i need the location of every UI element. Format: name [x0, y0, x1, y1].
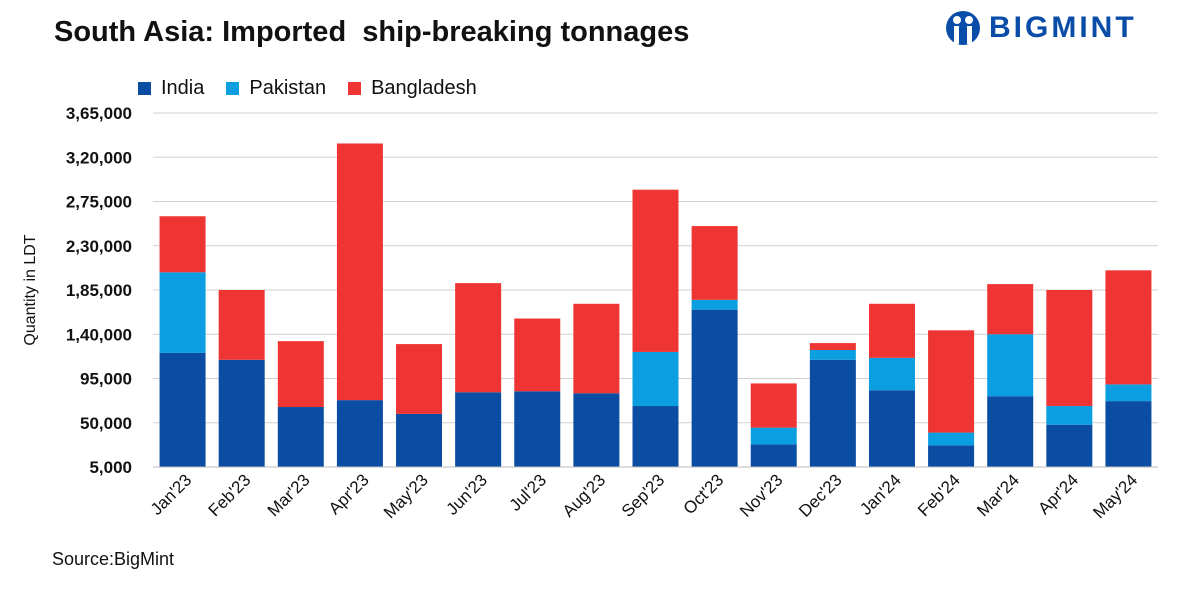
y-tick-label: 3,65,000 — [66, 104, 132, 123]
x-tick-label: May'23 — [380, 470, 432, 522]
bar-pakistan — [632, 351, 679, 407]
bar-bangladesh — [336, 143, 383, 401]
legend-item-bangladesh: Bangladesh — [348, 77, 477, 100]
x-tick-label: Jan'24 — [856, 470, 904, 518]
y-tick-label: 1,40,000 — [66, 325, 132, 344]
y-tick-label: 2,75,000 — [66, 193, 132, 212]
y-tick-label: 1,85,000 — [66, 281, 132, 300]
bar-india — [868, 390, 915, 467]
bar-india — [987, 396, 1034, 467]
bar-india — [455, 392, 502, 467]
bar-pakistan — [1105, 384, 1152, 402]
legend-item-pakistan: Pakistan — [226, 77, 326, 100]
bar-pakistan — [750, 427, 797, 445]
x-tick-label: Apr'24 — [1034, 470, 1082, 518]
legend-item-india: India — [138, 77, 204, 100]
x-tick-label: Feb'24 — [914, 470, 964, 520]
bar-india — [1105, 401, 1152, 467]
x-tick-label: Sep'23 — [618, 470, 668, 520]
bar-bangladesh — [928, 330, 975, 433]
legend-label: Pakistan — [249, 77, 327, 99]
bar-bangladesh — [868, 303, 915, 358]
bar-bangladesh — [455, 283, 502, 393]
bar-bangladesh — [159, 216, 206, 273]
bar-bangladesh — [750, 383, 797, 428]
bar-pakistan — [868, 357, 915, 391]
bigmint-logo: BIGMINT — [945, 8, 1137, 48]
bar-india — [691, 309, 738, 467]
bar-bangladesh — [632, 189, 679, 352]
bar-india — [632, 406, 679, 467]
bar-india — [750, 444, 797, 467]
x-tick-label: Aug'23 — [559, 470, 609, 520]
bar-bangladesh — [277, 341, 324, 408]
x-tick-label: Oct'23 — [680, 470, 728, 518]
x-tick-label: Feb'23 — [205, 470, 255, 520]
legend-label: India — [161, 77, 205, 99]
y-tick-label: 50,000 — [80, 414, 132, 433]
x-tick-label: Mar'23 — [264, 470, 314, 520]
y-tick-label: 5,000 — [89, 458, 132, 477]
y-axis-label: Quantity in LDT — [22, 234, 39, 345]
logo-people-icon — [946, 11, 980, 45]
bar-pakistan — [159, 272, 206, 353]
x-tick-label: May'24 — [1089, 470, 1141, 522]
source-note: Source:BigMint — [52, 549, 175, 569]
bar-india — [396, 413, 443, 467]
x-tick-label: Jan'23 — [147, 470, 195, 518]
bar-bangladesh — [809, 343, 856, 350]
bar-india — [514, 391, 561, 467]
x-tick-label: Jun'23 — [442, 470, 490, 518]
chart-title: South Asia: Imported ship-breaking tonna… — [54, 16, 690, 48]
y-tick-label: 95,000 — [80, 370, 132, 389]
bar-india — [336, 400, 383, 467]
legend-swatch — [138, 82, 151, 95]
bar-pakistan — [691, 299, 738, 310]
bar-bangladesh — [514, 318, 561, 392]
bar-bangladesh — [1105, 270, 1152, 385]
bar-india — [218, 359, 265, 467]
bar-pakistan — [987, 334, 1034, 397]
bar-india — [1046, 424, 1093, 467]
bar-bangladesh — [987, 284, 1034, 335]
x-tick-label: Nov'23 — [736, 470, 786, 520]
x-tick-label: Apr'23 — [325, 470, 373, 518]
legend-swatch — [226, 82, 240, 95]
legend: India Pakistan Bangladesh — [138, 77, 477, 100]
x-tick-label: Mar'24 — [973, 470, 1023, 520]
bar-bangladesh — [396, 344, 443, 414]
bar-bangladesh — [218, 290, 265, 360]
logo-text: BIGMINT — [989, 11, 1137, 44]
y-tick-label: 3,20,000 — [66, 148, 132, 167]
bar-pakistan — [928, 432, 975, 446]
x-tick-label: Jul'23 — [506, 470, 550, 514]
bar-bangladesh — [573, 303, 620, 394]
legend-label: Bangladesh — [371, 77, 477, 99]
bar-bangladesh — [1046, 290, 1093, 407]
bar-india — [928, 445, 975, 467]
bar-bangladesh — [691, 226, 738, 300]
y-tick-label: 2,30,000 — [66, 237, 132, 256]
bar-india — [809, 359, 856, 467]
bar-pakistan — [809, 349, 856, 360]
bar-india — [159, 352, 206, 467]
x-tick-label: Dec'23 — [795, 470, 845, 520]
bar-pakistan — [1046, 406, 1093, 425]
bar-india — [573, 393, 620, 467]
bar-india — [277, 407, 324, 467]
legend-swatch — [348, 82, 362, 95]
